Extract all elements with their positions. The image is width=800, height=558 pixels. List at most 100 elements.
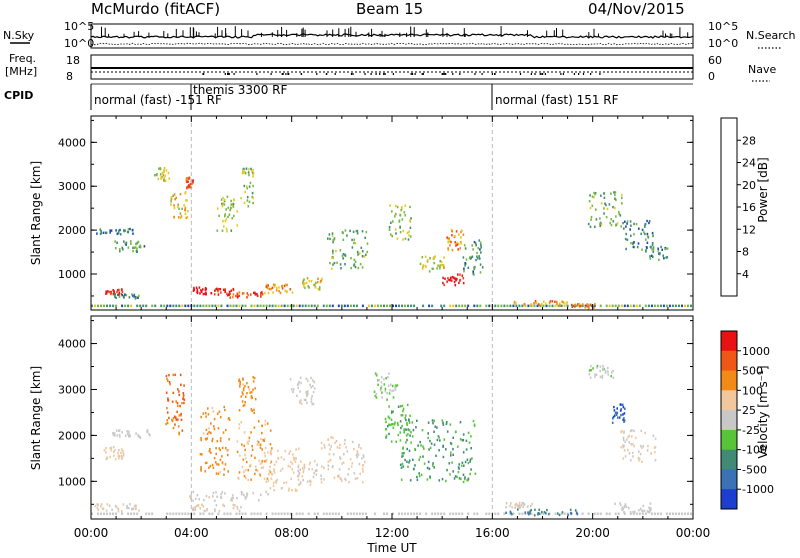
velocity-cell [255, 468, 257, 472]
power-cell [170, 203, 172, 206]
power-cell [674, 304, 677, 308]
power-cell [448, 278, 450, 282]
power-cell [533, 302, 535, 305]
velocity-cell [400, 414, 403, 417]
velocity-cell [392, 423, 394, 426]
velocity-cell [623, 431, 625, 434]
velocity-cell [177, 404, 179, 408]
velocity-cell [646, 510, 649, 513]
velocity-cell [608, 512, 611, 515]
power-cell [626, 238, 629, 241]
power-cell [479, 241, 482, 244]
power-cell [599, 222, 601, 225]
velocity-cell [261, 459, 264, 463]
power-cell [407, 238, 410, 241]
velocity-cell [302, 469, 305, 472]
power-cell [577, 303, 579, 306]
velocity-cell [270, 477, 273, 480]
power-cell [295, 304, 298, 308]
velocity-cell [456, 475, 458, 479]
velocity-cell [401, 462, 404, 466]
velocity-cell [231, 499, 233, 502]
velocity-cell [265, 512, 268, 515]
power-cell [459, 278, 462, 282]
velocity-cell [193, 512, 196, 515]
velocity-cell [100, 512, 102, 515]
velocity-cell [341, 462, 343, 465]
colorbar-tick-label: -25 [742, 424, 760, 437]
velocity-cell [127, 432, 129, 436]
velocity-cell [199, 453, 202, 456]
velocity-cell [309, 483, 312, 487]
power-cell [365, 230, 368, 234]
velocity-cell [328, 453, 331, 456]
power-cell [332, 249, 334, 253]
power-cell [595, 218, 598, 221]
velocity-cell [357, 453, 360, 457]
power-cell [120, 292, 123, 296]
velocity-cell [345, 446, 347, 449]
power-cell [359, 262, 362, 266]
velocity-cell [419, 440, 421, 444]
velocity-cell [300, 460, 302, 463]
power-cell [442, 264, 445, 267]
velocity-cell [200, 467, 202, 471]
power-cell [463, 267, 465, 270]
power-cell [537, 303, 540, 306]
velocity-cell [103, 512, 105, 515]
velocity-cell [135, 507, 137, 511]
velocity-cell [220, 496, 223, 499]
power-cell [630, 234, 632, 237]
velocity-cell [449, 473, 451, 476]
power-cell [624, 220, 626, 223]
velocity-cell [130, 512, 133, 515]
nave-dot [410, 73, 412, 75]
velocity-cell [442, 423, 445, 426]
velocity-cell [251, 409, 253, 413]
velocity-cell [425, 512, 428, 515]
velocity-cell [461, 461, 464, 464]
velocity-cell [616, 407, 618, 410]
velocity-cell [576, 513, 579, 516]
velocity-cell [408, 459, 411, 462]
velocity-cell [529, 510, 531, 513]
velocity-cell [171, 418, 173, 422]
power-cell [109, 231, 111, 234]
power-cell [226, 230, 228, 233]
power-cell [563, 304, 566, 308]
power-cell [626, 220, 629, 223]
velocity-cell [197, 504, 200, 507]
power-cell [638, 304, 641, 308]
power-cell [284, 283, 287, 286]
power-cell [229, 304, 232, 308]
power-cell [136, 250, 138, 253]
power-cell [118, 295, 121, 298]
velocity-cell [386, 392, 388, 395]
power-cell [143, 245, 146, 248]
velocity-cell [238, 423, 241, 426]
velocity-cell [637, 456, 640, 460]
power-cell [668, 304, 671, 308]
power-cell [434, 255, 436, 258]
power-cell [650, 304, 653, 308]
power-cell [136, 247, 138, 250]
nave-dot [270, 73, 272, 75]
power-cell [666, 256, 669, 259]
velocity-cell [408, 421, 411, 424]
power-cell [461, 229, 463, 232]
velocity-cell [467, 477, 470, 480]
velocity-cell [434, 512, 437, 515]
velocity-cell [433, 466, 435, 469]
velocity-cell [259, 443, 262, 446]
power-cell [265, 283, 268, 286]
power-cell [652, 248, 655, 251]
velocity-cell [222, 431, 225, 434]
velocity-cell [225, 428, 227, 432]
power-cell [392, 220, 394, 223]
power-cell [232, 293, 235, 296]
power-cell [306, 277, 309, 280]
velocity-cell [113, 434, 116, 437]
power-cell [138, 294, 140, 298]
velocity-cell [230, 498, 232, 502]
power-cell [125, 294, 128, 297]
